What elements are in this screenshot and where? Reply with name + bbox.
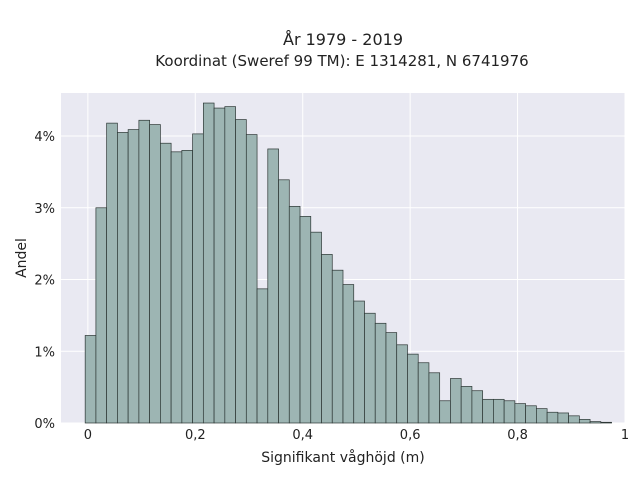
histogram-bar: [482, 398, 494, 424]
histogram-bars: [84, 102, 612, 424]
histogram-bar: [568, 415, 580, 424]
histogram-bar: [600, 421, 612, 424]
histogram-bar: [181, 150, 193, 424]
histogram-bar: [278, 179, 290, 424]
histogram-bar: [493, 398, 505, 424]
histogram-bar: [460, 386, 473, 424]
histogram-bar: [374, 322, 387, 424]
histogram-bar: [353, 300, 365, 424]
histogram-bar: [213, 107, 226, 424]
histogram-bar: [417, 362, 430, 424]
histogram-bar: [396, 344, 408, 424]
chart-title: År 1979 - 2019: [283, 30, 403, 49]
histogram-bar: [342, 284, 355, 424]
histogram-bar: [245, 134, 258, 424]
y-tick-label: 3%: [34, 202, 55, 217]
histogram-bar: [192, 133, 204, 424]
histogram-bar: [364, 312, 376, 424]
histogram-bar: [578, 419, 591, 424]
histogram-bar: [331, 269, 344, 424]
y-tick-label: 0%: [34, 417, 55, 432]
histogram-bar: [439, 400, 451, 424]
histogram-bar: [138, 119, 150, 424]
histogram-bar: [546, 411, 559, 424]
histogram-bar: [589, 421, 602, 424]
histogram-bar: [160, 142, 172, 424]
histogram-bar: [149, 124, 161, 424]
histogram-bar: [235, 119, 247, 424]
x-tick-label: 0,8: [507, 428, 528, 443]
x-tick-label: 0: [84, 428, 92, 443]
histogram-bar: [557, 412, 569, 424]
histogram-bar: [536, 408, 548, 424]
histogram-bar: [385, 332, 398, 424]
y-axis-label: Andel: [14, 238, 30, 278]
x-tick-label: 1: [621, 428, 629, 443]
x-tick-label: 0,2: [185, 428, 206, 443]
histogram-bar: [310, 231, 322, 424]
histogram-bar: [117, 132, 129, 424]
histogram-bar: [428, 372, 441, 424]
histogram-bar: [503, 400, 516, 424]
histogram-bar: [288, 205, 301, 424]
histogram-bar: [95, 207, 108, 424]
y-tick-label: 1%: [34, 345, 55, 360]
histogram-bar: [450, 378, 462, 424]
histogram-bar: [299, 216, 312, 424]
histogram-bar: [471, 390, 484, 424]
histogram-bar: [267, 148, 279, 424]
y-tick-label: 4%: [34, 130, 55, 145]
histogram-bar: [127, 129, 140, 424]
histogram-bar: [84, 335, 97, 424]
histogram-bar: [525, 405, 537, 424]
histogram-bar: [407, 353, 419, 424]
histogram-bar: [256, 288, 269, 424]
x-axis-label: Signifikant våghöjd (m): [261, 449, 424, 466]
histogram-bar: [514, 403, 526, 424]
histogram-bar: [321, 254, 333, 424]
histogram-bar: [224, 106, 236, 424]
histogram-bar: [106, 122, 118, 424]
y-tick-labels: 0% 1% 2% 3% 4%: [34, 130, 55, 432]
x-tick-label: 0,4: [292, 428, 313, 443]
histogram-bar: [170, 151, 183, 424]
x-tick-label: 0,6: [400, 428, 421, 443]
chart-subtitle: Koordinat (Sweref 99 TM): E 1314281, N 6…: [155, 52, 528, 70]
histogram-bar: [202, 102, 215, 424]
y-tick-label: 2%: [34, 274, 55, 289]
x-tick-labels: 0 0,2 0,4 0,6 0,8 1: [84, 428, 629, 443]
